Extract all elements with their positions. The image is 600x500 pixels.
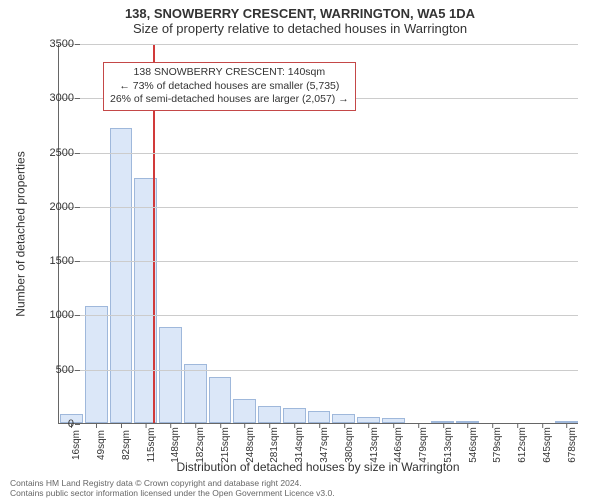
gridline xyxy=(59,44,578,45)
bar xyxy=(308,411,331,423)
gridline xyxy=(59,370,578,371)
annotation-line: 26% of semi-detached houses are larger (… xyxy=(110,93,349,107)
annotation-line: ← 73% of detached houses are smaller (5,… xyxy=(110,80,349,94)
footer-attribution: Contains HM Land Registry data © Crown c… xyxy=(10,478,335,498)
y-tick-label: 2000 xyxy=(34,201,74,213)
bar xyxy=(159,327,182,423)
footer-line2: Contains public sector information licen… xyxy=(10,488,335,498)
plot-area: 138 SNOWBERRY CRESCENT: 140sqm← 73% of d… xyxy=(58,44,578,424)
bar xyxy=(258,406,281,423)
gridline xyxy=(59,261,578,262)
y-tick-label: 1000 xyxy=(34,309,74,321)
bar xyxy=(332,414,355,423)
title-subtitle: Size of property relative to detached ho… xyxy=(0,21,600,40)
annotation-line: 138 SNOWBERRY CRESCENT: 140sqm xyxy=(110,66,349,80)
gridline xyxy=(59,315,578,316)
y-tick-label: 3000 xyxy=(34,92,74,104)
footer-line1: Contains HM Land Registry data © Crown c… xyxy=(10,478,335,488)
bar xyxy=(233,399,256,423)
bar xyxy=(110,128,133,423)
annotation-box: 138 SNOWBERRY CRESCENT: 140sqm← 73% of d… xyxy=(103,62,356,111)
chart-area: 138 SNOWBERRY CRESCENT: 140sqm← 73% of d… xyxy=(58,44,578,424)
chart-container: 138, SNOWBERRY CRESCENT, WARRINGTON, WA5… xyxy=(0,0,600,500)
bar xyxy=(283,408,306,423)
bar xyxy=(184,364,207,423)
bar xyxy=(85,306,108,423)
gridline xyxy=(59,207,578,208)
y-tick-label: 0 xyxy=(34,418,74,430)
y-axis-label: Number of detached properties xyxy=(14,44,28,424)
x-axis-label: Distribution of detached houses by size … xyxy=(58,460,578,474)
y-tick-label: 2500 xyxy=(34,147,74,159)
y-tick-label: 500 xyxy=(34,364,74,376)
y-tick-label: 3500 xyxy=(34,38,74,50)
y-tick-label: 1500 xyxy=(34,255,74,267)
x-tick-label: 678sqm xyxy=(549,423,585,440)
bar xyxy=(209,377,232,423)
title-address: 138, SNOWBERRY CRESCENT, WARRINGTON, WA5… xyxy=(0,0,600,21)
gridline xyxy=(59,153,578,154)
